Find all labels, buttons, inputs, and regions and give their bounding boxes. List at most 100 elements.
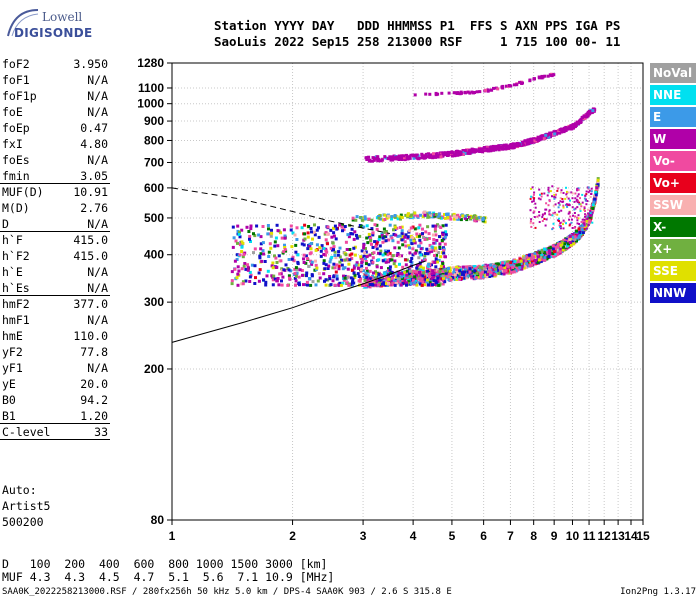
echo-point-cloud	[444, 269, 448, 273]
echo-point-spread	[560, 191, 562, 194]
echo-point-cloud	[240, 228, 244, 232]
echo-point-f2	[553, 252, 557, 256]
echo-point-f2	[571, 240, 575, 244]
echo-point-cloud	[388, 271, 392, 275]
echo-point-f2	[545, 248, 548, 252]
echo-point-cloud	[305, 274, 308, 278]
echo-point-cloud	[304, 254, 308, 258]
echo-point-spread	[568, 211, 571, 214]
echo-point-cloud	[408, 251, 412, 255]
echo-point-cloud	[413, 275, 417, 279]
echo-point-cloud	[333, 250, 337, 254]
echo-point-cloud	[418, 234, 421, 238]
echo-point-multihop	[454, 150, 458, 154]
echo-point-f2	[453, 273, 457, 277]
echo-point-es	[471, 215, 475, 219]
echo-point-cloud	[248, 237, 251, 241]
echo-point-spread	[568, 224, 571, 227]
echo-point-spread	[571, 227, 574, 229]
param-row: foEp 0.47	[0, 120, 112, 136]
echo-point-multihop	[512, 146, 516, 150]
echo-point-f2	[547, 249, 551, 253]
echo-point-multihop	[390, 155, 394, 159]
echo-point-cloud	[442, 249, 446, 252]
echo-point-high	[537, 76, 541, 80]
echo-point-cloud	[302, 253, 306, 257]
echo-point-cloud	[264, 283, 268, 287]
echo-point-es	[393, 215, 397, 219]
echo-point-spread	[583, 207, 586, 210]
echo-point-cloud	[365, 266, 368, 270]
echo-point-f2	[520, 265, 524, 269]
echo-point-spread	[543, 218, 546, 220]
echo-point-cloud	[236, 224, 240, 228]
x-tick-label: 1	[169, 529, 176, 543]
echo-point-high	[486, 89, 490, 93]
echo-point-multihop	[408, 156, 412, 160]
echo-point-f2	[460, 271, 464, 275]
echo-point-f2	[513, 260, 517, 263]
echo-point-multihop	[388, 155, 392, 159]
echo-point-cloud	[357, 275, 361, 278]
echo-point-cloud	[303, 237, 307, 241]
echo-point-cloud	[418, 282, 422, 286]
echo-point-spread	[569, 223, 572, 226]
echo-point-multihop	[376, 159, 380, 163]
echo-point-cloud	[444, 255, 447, 259]
echo-point-cloud	[388, 223, 392, 227]
echo-point-f2	[574, 233, 578, 237]
polarization-legend: NoVal NNE E W Vo- Vo+ SSW X- X+ SSE NNW	[650, 63, 696, 305]
echo-point-multihop	[560, 130, 564, 134]
echo-point-cloud	[391, 254, 395, 258]
echo-point-f2	[496, 262, 500, 266]
echo-point-multihop	[374, 157, 378, 161]
echo-point-f2	[407, 279, 411, 283]
echo-point-f2	[512, 262, 516, 266]
echo-point-cloud	[393, 259, 397, 263]
echo-point-spread	[541, 216, 544, 218]
echo-point-es	[423, 213, 427, 217]
echo-point-cloud	[367, 263, 371, 267]
param-row: B0 94.2	[0, 392, 112, 408]
echo-point-cloud	[360, 261, 364, 264]
echo-point-es	[406, 212, 410, 216]
echo-point-es	[390, 215, 394, 219]
echo-point-f2	[396, 280, 400, 284]
echo-point-cloud	[333, 266, 337, 270]
echo-point-cloud	[322, 253, 326, 256]
echo-point-cloud	[411, 279, 415, 282]
echo-point-cloud	[259, 247, 263, 251]
echo-point-cloud	[396, 240, 400, 244]
echo-point-f2	[527, 259, 531, 263]
echo-point-cloud	[432, 279, 436, 283]
param-label: fxI	[2, 137, 23, 151]
echo-point-es	[367, 217, 371, 221]
echo-point-multihop	[507, 144, 510, 148]
echo-point-cloud	[354, 263, 358, 267]
echo-point-cloud	[335, 263, 339, 267]
echo-point-f2	[452, 271, 456, 275]
legend-item: E	[650, 107, 696, 127]
echo-point-multihop	[453, 154, 457, 158]
echo-point-f2	[480, 266, 484, 270]
echo-point-multihop	[522, 143, 526, 147]
echo-point-cloud	[428, 243, 432, 247]
echo-point-f2	[419, 273, 423, 277]
echo-point-multihop	[540, 135, 544, 139]
echo-point-es	[351, 216, 355, 220]
echo-point-f2	[478, 265, 482, 269]
echo-point-spread	[583, 223, 586, 226]
echo-point-cloud	[423, 254, 427, 258]
param-value: 10.91	[73, 185, 108, 199]
echo-point-cloud	[428, 247, 432, 251]
echo-point-cloud	[413, 281, 417, 285]
echo-point-f2	[453, 276, 456, 280]
echo-point-cloud	[370, 242, 373, 246]
echo-point-spread	[569, 215, 572, 218]
echo-point-cloud	[340, 263, 344, 267]
echo-point-cloud	[236, 272, 240, 276]
echo-point-multihop	[412, 156, 416, 160]
echo-point-cloud	[362, 225, 366, 229]
echo-point-spread	[558, 220, 560, 222]
echo-point-cloud	[377, 258, 381, 262]
